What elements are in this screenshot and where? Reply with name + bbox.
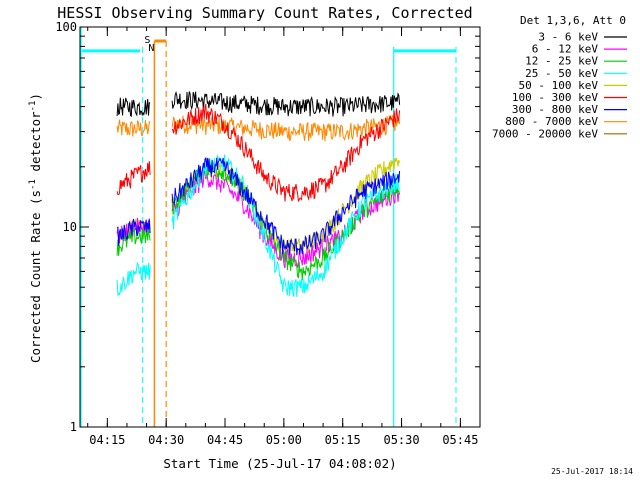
- legend-label-2: 12 - 25 keV: [525, 55, 598, 68]
- saa-label: S: [144, 35, 150, 46]
- y-axis-label-end: ): [28, 93, 43, 101]
- series-line-5-0: [116, 161, 151, 196]
- y-axis-label: Corrected Count Rate (s-1 detector-1): [28, 93, 43, 363]
- x-tick-label-5: 05:30: [383, 433, 419, 447]
- series-line-7-1: [171, 115, 401, 142]
- series-line-2-0: [116, 227, 151, 256]
- x-tick-label-1: 04:30: [148, 433, 184, 447]
- series-line-2-1: [171, 160, 401, 281]
- legend-label-5: 100 - 300 keV: [512, 91, 598, 104]
- series-line-6-1: [171, 156, 401, 256]
- series-line-1-1: [171, 168, 401, 269]
- series-line-0-1: [171, 90, 401, 117]
- legend-label-3: 25 - 50 keV: [525, 67, 598, 80]
- legend-title: Det 1,3,6, Att 0: [520, 14, 626, 27]
- footer-timestamp: 25-Jul-2017 18:14: [551, 467, 633, 476]
- legend-label-0: 3 - 6 keV: [538, 31, 598, 44]
- legend-label-8: 7000 - 20000 keV: [492, 127, 598, 140]
- series-line-0-0: [116, 97, 151, 118]
- legend-label-7: 800 - 7000 keV: [505, 115, 598, 128]
- series-line-5-1: [171, 103, 401, 202]
- axis-ticks: 1 10 100 04:15 04:30 04:45 05:00 05:15 05:30 05:4…: [55, 20, 481, 447]
- y-tick-label-2: 100: [55, 20, 77, 34]
- legend-label-4: 50 - 100 keV: [519, 79, 599, 92]
- series-line-3-0: [116, 262, 151, 297]
- y-tick-label-0: 1: [70, 420, 77, 434]
- x-tick-label-0: 04:15: [89, 433, 125, 447]
- x-tick-label-3: 05:00: [266, 433, 302, 447]
- series-line-3-1: [171, 154, 400, 298]
- series-line-7-0: [116, 119, 151, 137]
- y-axis-label-mid: detector: [28, 111, 43, 179]
- x-axis-label: Start Time (25-Jul-17 04:08:02): [163, 456, 396, 471]
- x-tick-label-6: 05:45: [442, 433, 478, 447]
- y-axis-label-sup1: -1: [28, 179, 38, 190]
- y-tick-label-1: 10: [63, 220, 77, 234]
- x-tick-label-2: 04:45: [207, 433, 243, 447]
- legend-label-6: 300 - 800 keV: [512, 103, 598, 116]
- y-axis-label-main: Corrected Count Rate (s: [28, 190, 43, 363]
- x-tick-label-4: 05:15: [325, 433, 361, 447]
- chart-title: HESSI Observing Summary Count Rates, Cor…: [57, 4, 472, 22]
- legend-label-1: 6 - 12 keV: [532, 43, 599, 56]
- y-axis-label-sup2: -1: [28, 101, 38, 112]
- series-line-6-0: [116, 218, 151, 247]
- night-label: N: [148, 43, 154, 54]
